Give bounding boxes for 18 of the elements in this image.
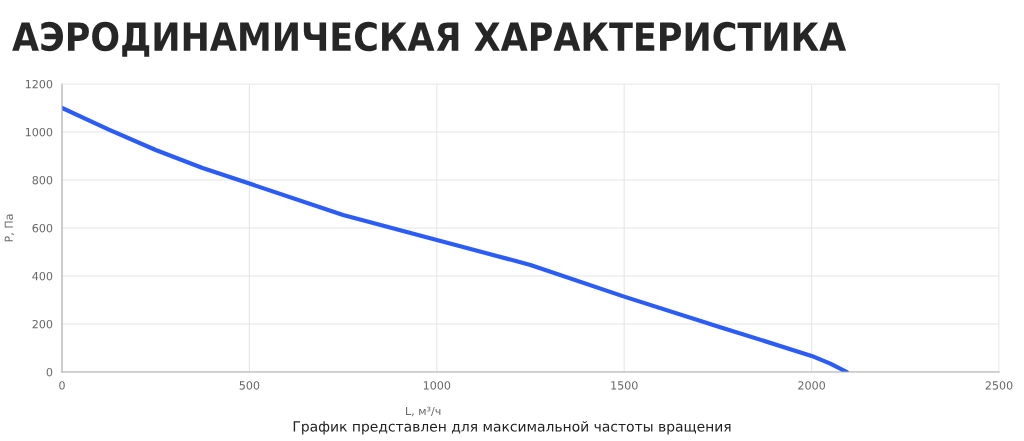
x-axis-title: L, м³/ч bbox=[406, 406, 441, 417]
x-tick-label: 1000 bbox=[423, 381, 451, 390]
x-tick-label: 2500 bbox=[985, 381, 1013, 390]
text: График представлен для максимальной частоты вращения bbox=[293, 421, 731, 435]
y-tick-label: 200 bbox=[32, 319, 53, 329]
chart-title: АЭРОДИНАМИЧЕСКАЯ ХАРАКТЕРИСТИКА bbox=[12, 21, 847, 57]
y-tick-label: 1200 bbox=[25, 79, 53, 89]
y-tick-label: 800 bbox=[32, 175, 53, 185]
y-tick-label: 0 bbox=[46, 367, 53, 377]
y-tick-label: 600 bbox=[32, 223, 53, 233]
y-axis-title: P, Па bbox=[4, 214, 15, 242]
y-tick-label: 400 bbox=[32, 271, 53, 281]
y-tick-label: 1000 bbox=[25, 127, 53, 137]
x-tick-label: 0 bbox=[59, 381, 65, 390]
x-tick-label: 2000 bbox=[798, 381, 825, 390]
line-series bbox=[62, 105, 849, 372]
x-tick-label: 1500 bbox=[611, 381, 638, 390]
x-tick-label: 500 bbox=[239, 381, 260, 390]
